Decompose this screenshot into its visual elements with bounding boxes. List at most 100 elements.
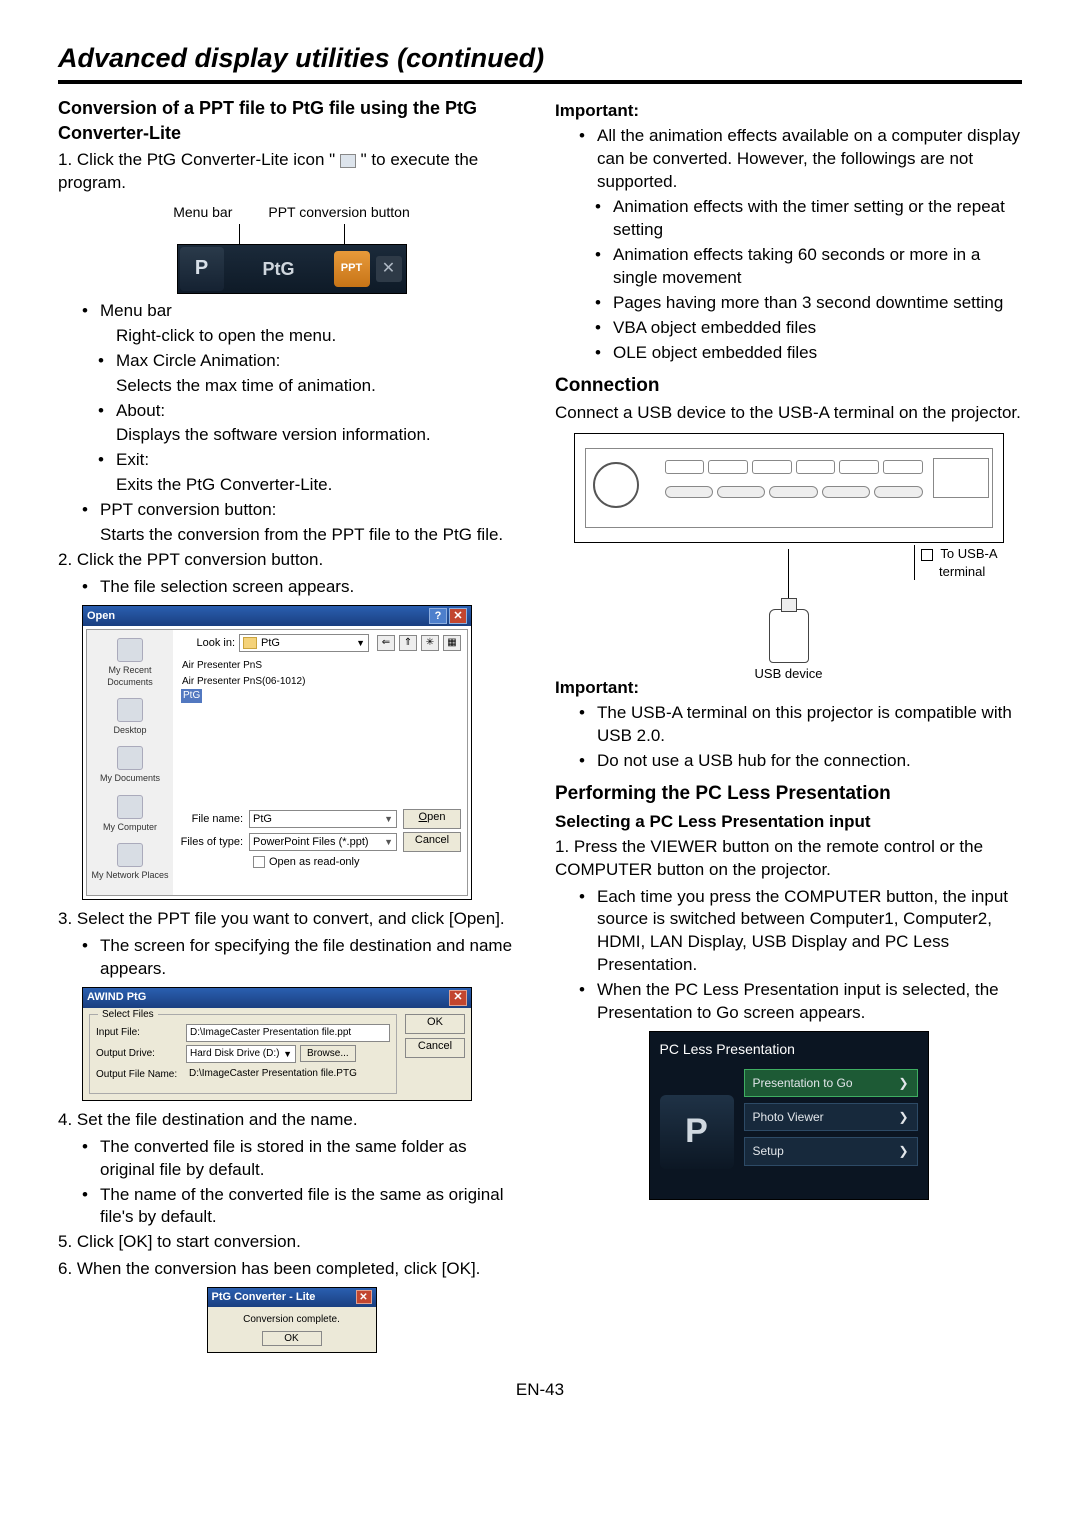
usb-device-icon bbox=[769, 609, 809, 663]
file-item[interactable]: Air Presenter PnS(06-1012) bbox=[181, 674, 459, 690]
step-4: 4. Set the file destination and the name… bbox=[58, 1109, 525, 1132]
awind-dialog: AWIND PtG ✕ Select Files Input File: D:\… bbox=[82, 987, 472, 1101]
ok-button[interactable]: OK bbox=[405, 1014, 465, 1034]
view-icon[interactable]: ▦ bbox=[443, 635, 461, 651]
output-name-value: D:\ImageCaster Presentation file.PTG bbox=[186, 1066, 390, 1084]
projector-figure: To USB-A terminal USB device bbox=[574, 433, 1004, 669]
open-button[interactable]: Open bbox=[403, 809, 461, 829]
place-documents[interactable]: My Documents bbox=[89, 746, 171, 784]
ptg-toolbar: P PtG PPT ✕ bbox=[177, 244, 407, 294]
cancel-button[interactable]: Cancel bbox=[403, 832, 461, 852]
ptg-label-button: PPT conversion button bbox=[268, 203, 409, 222]
ptg-label-menu: Menu bar bbox=[173, 203, 232, 222]
step4-b2: The name of the converted file is the sa… bbox=[82, 1184, 525, 1230]
menu-max-desc: Selects the max time of animation. bbox=[82, 375, 525, 398]
new-folder-icon[interactable]: ✳ bbox=[421, 635, 439, 651]
file-list[interactable]: Air Presenter PnS Air Presenter PnS(06-1… bbox=[179, 656, 461, 806]
file-type-label: Files of type: bbox=[179, 835, 243, 850]
place-network[interactable]: My Network Places bbox=[89, 843, 171, 881]
step-1: 1. Click the PtG Converter-Lite icon " "… bbox=[58, 149, 525, 195]
usb-callout-icon bbox=[921, 549, 933, 561]
step-3: 3. Select the PPT file you want to conve… bbox=[58, 908, 525, 931]
open-dialog-titlebar: Open ? ✕ bbox=[83, 606, 471, 626]
fieldset-legend: Select Files bbox=[98, 1008, 158, 1022]
up-icon[interactable]: ⇑ bbox=[399, 635, 417, 651]
close-icon[interactable]: ✕ bbox=[356, 1290, 372, 1304]
cancel-button[interactable]: Cancel bbox=[405, 1038, 465, 1058]
imp1-b1: All the animation effects available on a… bbox=[579, 125, 1022, 194]
menu-item-presentation[interactable]: Presentation to Go❯ bbox=[744, 1069, 918, 1097]
step-5: 5. Click [OK] to start conversion. bbox=[58, 1231, 525, 1254]
ptg-close-icon[interactable]: ✕ bbox=[376, 256, 402, 282]
ptg-logo-icon: P bbox=[180, 247, 224, 291]
menu-item-photo[interactable]: Photo Viewer❯ bbox=[744, 1103, 918, 1131]
select-files-fieldset: Select Files Input File: D:\ImageCaster … bbox=[89, 1014, 397, 1094]
file-name-field[interactable]: PtG▼ bbox=[249, 810, 397, 828]
pcless-menu-screen: PC Less Presentation P Presentation to G… bbox=[649, 1031, 929, 1200]
output-name-label: Output File Name: bbox=[96, 1068, 182, 1082]
chevron-right-icon: ❯ bbox=[898, 1075, 908, 1091]
step2-bullet: The file selection screen appears. bbox=[82, 576, 525, 599]
conversion-heading: Conversion of a PPT file to PtG file usi… bbox=[58, 96, 525, 145]
done-dialog: PtG Converter - Lite ✕ Conversion comple… bbox=[207, 1287, 377, 1353]
usb-callout: To USB-A terminal bbox=[914, 545, 997, 580]
done-msg: Conversion complete. bbox=[214, 1313, 370, 1327]
readonly-checkbox[interactable] bbox=[253, 856, 265, 868]
file-item-selected[interactable]: PtG bbox=[181, 689, 202, 703]
imp1-s4: VBA object embedded files bbox=[579, 317, 1022, 340]
ptg-inline-icon bbox=[340, 154, 356, 168]
look-in-label: Look in: bbox=[179, 636, 235, 651]
step1-text: 1. Click the PtG Converter-Lite icon " bbox=[58, 150, 335, 169]
place-computer[interactable]: My Computer bbox=[89, 795, 171, 833]
place-recent[interactable]: My Recent Documents bbox=[89, 638, 171, 688]
back-icon[interactable]: ⇐ bbox=[377, 635, 395, 651]
done-title: PtG Converter - Lite bbox=[212, 1290, 316, 1305]
output-drive-label: Output Drive: bbox=[96, 1047, 182, 1061]
close-icon[interactable]: ✕ bbox=[449, 608, 467, 624]
awind-title: AWIND PtG bbox=[87, 990, 146, 1005]
pcless-logo-icon: P bbox=[660, 1095, 734, 1169]
imp2-b2: Do not use a USB hub for the connection. bbox=[579, 750, 1022, 773]
file-item[interactable]: Air Presenter PnS bbox=[181, 658, 459, 674]
input-file-field[interactable]: D:\ImageCaster Presentation file.ppt bbox=[186, 1024, 390, 1042]
chevron-right-icon: ❯ bbox=[898, 1109, 908, 1125]
imp1-s5: OLE object embedded files bbox=[579, 342, 1022, 365]
imp1-s1: Animation effects with the timer setting… bbox=[579, 196, 1022, 242]
open-dialog-title: Open bbox=[87, 609, 115, 624]
step-2: 2. Click the PPT conversion button. bbox=[58, 549, 525, 572]
pcless-title: PC Less Presentation bbox=[660, 1040, 918, 1059]
ok-button[interactable]: OK bbox=[262, 1331, 322, 1347]
file-name-label: File name: bbox=[179, 812, 243, 827]
performing-heading: Performing the PC Less Presentation bbox=[555, 781, 1022, 807]
close-icon[interactable]: ✕ bbox=[449, 990, 467, 1006]
places-bar: My Recent Documents Desktop My Documents… bbox=[87, 630, 173, 895]
p-b1: Each time you press the COMPUTER button,… bbox=[579, 886, 1022, 978]
imp1-s3: Pages having more than 3 second downtime… bbox=[579, 292, 1022, 315]
important-1-heading: Important: bbox=[555, 100, 1022, 123]
input-file-label: Input File: bbox=[96, 1026, 182, 1040]
imp2-b1: The USB-A terminal on this projector is … bbox=[579, 702, 1022, 748]
usb-device-label: USB device bbox=[574, 665, 1004, 683]
look-in-dropdown[interactable]: PtG ▼ bbox=[239, 634, 369, 652]
selecting-heading: Selecting a PC Less Presentation input bbox=[555, 811, 1022, 834]
file-type-field[interactable]: PowerPoint Files (*.ppt)▼ bbox=[249, 833, 397, 851]
menu-bar-desc: Right-click to open the menu. bbox=[82, 325, 525, 348]
place-desktop[interactable]: Desktop bbox=[89, 698, 171, 736]
open-dialog: Open ? ✕ My Recent Documents Desktop My … bbox=[82, 605, 472, 900]
step4-b1: The converted file is stored in the same… bbox=[82, 1136, 525, 1182]
left-column: Conversion of a PPT file to PtG file usi… bbox=[58, 96, 525, 1359]
output-drive-dropdown[interactable]: Hard Disk Drive (D:)▼ bbox=[186, 1045, 296, 1063]
browse-button[interactable]: Browse... bbox=[300, 1045, 356, 1063]
folder-icon bbox=[243, 637, 257, 649]
menu-item-setup[interactable]: Setup❯ bbox=[744, 1137, 918, 1165]
help-icon[interactable]: ? bbox=[429, 608, 447, 624]
control-panel-icon bbox=[933, 458, 989, 498]
menu-bar-item: Menu bar bbox=[82, 300, 525, 323]
page-number: EN-43 bbox=[58, 1379, 1022, 1402]
imp1-s2: Animation effects taking 60 seconds or m… bbox=[579, 244, 1022, 290]
step3-bullet: The screen for specifying the file desti… bbox=[82, 935, 525, 981]
chevron-right-icon: ❯ bbox=[898, 1143, 908, 1159]
p-step1: 1. Press the VIEWER button on the remote… bbox=[555, 836, 1022, 882]
connection-desc: Connect a USB device to the USB-A termin… bbox=[555, 402, 1022, 425]
ppt-convert-button[interactable]: PPT bbox=[334, 251, 370, 287]
